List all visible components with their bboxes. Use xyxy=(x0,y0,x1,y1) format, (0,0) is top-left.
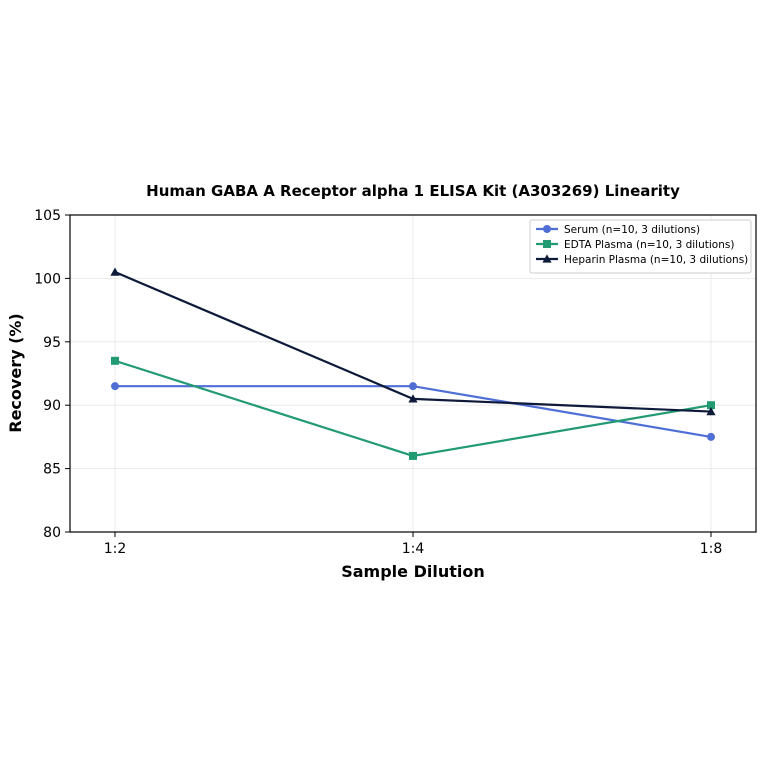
legend-swatch-marker xyxy=(543,240,551,248)
data-point xyxy=(110,267,120,276)
y-axis-ticks: 80 85 90 95 100 105 xyxy=(34,208,70,541)
y-tick-label: 80 xyxy=(43,525,61,541)
legend-swatch-marker xyxy=(543,225,551,233)
x-tick-label: 1:2 xyxy=(104,541,127,557)
x-axis-label: Sample Dilution xyxy=(341,562,485,581)
y-tick-label: 85 xyxy=(43,462,61,478)
y-tick-label: 100 xyxy=(34,271,61,287)
data-point xyxy=(706,406,716,416)
legend-item: Serum (n=10, 3 dilutions) xyxy=(536,224,700,236)
legend: Serum (n=10, 3 dilutions) EDTA Plasma (n=… xyxy=(529,219,752,274)
data-point xyxy=(707,432,715,441)
legend-box xyxy=(529,219,752,274)
data-point xyxy=(409,382,417,391)
data-point xyxy=(408,394,418,403)
x-tick-label: 1:8 xyxy=(700,541,723,557)
y-tick-label: 90 xyxy=(43,398,61,414)
series-3 xyxy=(110,267,716,416)
series-layer xyxy=(110,267,716,460)
series-1 xyxy=(111,382,715,441)
data-point xyxy=(111,382,119,391)
data-point xyxy=(707,401,715,410)
data-point xyxy=(111,356,119,365)
legend-item: EDTA Plasma (n=10, 3 dilutions) xyxy=(536,239,734,251)
legend-item: Heparin Plasma (n=10, 3 dilutions) xyxy=(536,254,748,266)
chart-title: Human GABA A Receptor alpha 1 ELISA Kit … xyxy=(146,182,680,200)
legend-label: Heparin Plasma (n=10, 3 dilutions) xyxy=(564,254,748,266)
data-point xyxy=(409,451,417,460)
x-tick-label: 1:4 xyxy=(402,541,425,557)
legend-label: EDTA Plasma (n=10, 3 dilutions) xyxy=(564,239,734,251)
y-tick-label: 105 xyxy=(34,208,61,224)
y-axis-label: Recovery (%) xyxy=(6,313,25,432)
series-2 xyxy=(111,356,715,460)
x-axis-ticks: 1:2 1:4 1:8 xyxy=(104,532,723,557)
legend-swatch-marker xyxy=(542,254,552,263)
y-tick-label: 95 xyxy=(43,335,61,351)
legend-label: Serum (n=10, 3 dilutions) xyxy=(564,224,700,236)
